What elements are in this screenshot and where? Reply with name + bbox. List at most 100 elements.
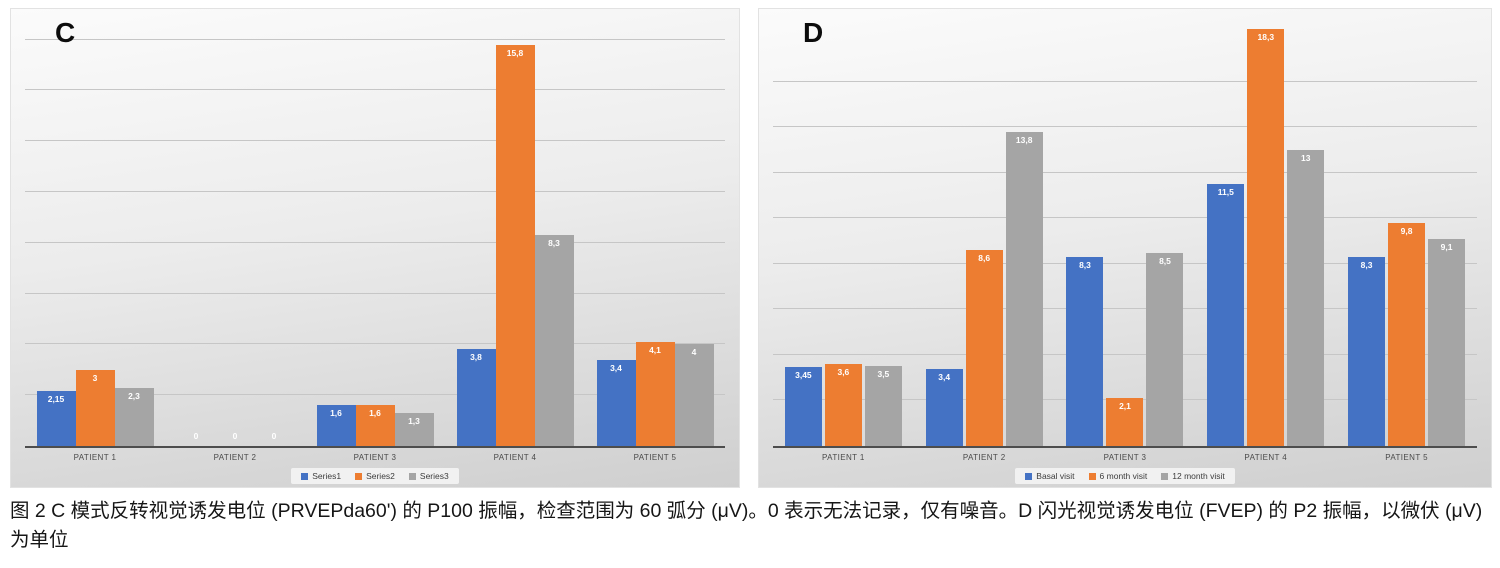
- bar-group-2: 0 0 0: [177, 11, 294, 446]
- bar-series1-patient-2: 3,4: [925, 368, 963, 446]
- bar-series2-patient-1: 3: [75, 369, 115, 446]
- legend-marker-icon: [1088, 472, 1096, 480]
- bar-series3-patient-4: 8,3: [534, 235, 574, 446]
- category-label: PATIENT 2: [962, 453, 1006, 462]
- gridline: [25, 292, 725, 294]
- bar-value-label: 9,8: [1400, 225, 1413, 236]
- bar-group-5: 8,3 9,8 9,1: [1348, 11, 1466, 446]
- bar-value-label: 3,4: [938, 371, 951, 382]
- bar-series1-patient-1: 3,45: [784, 367, 822, 446]
- gridline: [25, 190, 725, 192]
- bar-series3-patient-3: 1,3: [394, 412, 434, 446]
- category-label: PATIENT 4: [493, 453, 537, 462]
- gridline: [25, 38, 725, 40]
- bar-value-label: 1,6: [330, 408, 342, 419]
- plot-area-c: 2,15 3 2,3 0 0 0 1,6 1,6 1,3 3,8 15,8 8,3 3,4 4,1 4: [25, 11, 725, 448]
- bar-group-4: 11,5 18,3 13: [1207, 11, 1325, 446]
- bar-value-label: 13: [1301, 153, 1311, 164]
- bar-value-label: 3,8: [470, 352, 482, 363]
- bar-value-label: 3,5: [877, 369, 890, 380]
- bar-value-label: 8,3: [548, 238, 560, 249]
- legend-label: 12 month visit: [1172, 471, 1225, 481]
- legend-box: Series1 Series2 Series3: [291, 468, 459, 484]
- bar-series3-patient-2: 13,8: [1005, 131, 1043, 446]
- bar-value-label: 3,45: [795, 370, 812, 381]
- bar-series2-patient-3: 2,1: [1106, 398, 1144, 446]
- bar-value-label: 9,1: [1440, 241, 1453, 252]
- gridline: [773, 308, 1477, 310]
- bar-value-label: 0: [232, 431, 238, 441]
- category-label: PATIENT 2: [213, 453, 257, 462]
- category-label: PATIENT 5: [633, 453, 677, 462]
- gridline: [773, 353, 1477, 355]
- gridline: [773, 126, 1477, 128]
- legend-label: Series3: [419, 471, 449, 481]
- bar-series1-patient-4: 3,8: [456, 349, 496, 446]
- category-label: PATIENT 4: [1244, 453, 1288, 462]
- bar-value-label: 0: [271, 431, 277, 441]
- legend-c: Series1 Series2 Series3: [11, 468, 739, 484]
- legend-marker-icon: [301, 472, 309, 480]
- bar-value-label: 2,15: [47, 394, 65, 405]
- bar-value-label: 13,8: [1015, 134, 1033, 145]
- legend-item: Basal visit: [1025, 471, 1075, 481]
- panel-d: D 3,45 3,6 3,5 3,4 8,6 13,8 8,3 2,1 8,5 11,5 18,3 1…: [758, 8, 1492, 488]
- gridline: [25, 140, 725, 142]
- figure-caption: 图 2 C 模式反转视觉诱发电位 (PRVEPda60') 的 P100 振幅，…: [10, 500, 1483, 552]
- bar-series1-patient-1: 2,15: [36, 391, 76, 446]
- bar-value-label: 1,6: [369, 408, 381, 419]
- bar-value-label: 18,3: [1257, 32, 1275, 43]
- legend-label: Series2: [366, 471, 395, 481]
- bar-series2-patient-4: 15,8: [495, 44, 535, 446]
- category-label: PATIENT 1: [73, 453, 117, 462]
- bar-series2-patient-1: 3,6: [824, 364, 862, 446]
- bar-group-3: 1,6 1,6 1,3: [316, 11, 434, 446]
- bar-group-1: 3,45 3,6 3,5: [784, 11, 902, 446]
- gridline: [773, 262, 1477, 264]
- legend-d: Basal visit 6 month visit 12 month visit: [759, 468, 1491, 484]
- gridline: [773, 171, 1477, 173]
- bar-series3-patient-4: 13: [1287, 150, 1325, 446]
- bar-value-label: 8,3: [1360, 260, 1373, 271]
- bar-series1-patient-4: 11,5: [1207, 184, 1245, 446]
- bar-value-label: 3,4: [610, 362, 622, 373]
- legend-marker-icon: [1025, 472, 1033, 480]
- bar-groups: 3,45 3,6 3,5 3,4 8,6 13,8 8,3 2,1 8,5 11,5 18,3 13 8…: [773, 11, 1477, 446]
- legend-item: 6 month visit: [1088, 471, 1147, 481]
- panel-c: C 2,15 3 2,3 0 0 0 1,6 1,6 1,3 3,8 15,8 8,3 3,4 4,1 4 …: [10, 8, 740, 488]
- bar-value-label: 8,6: [978, 253, 991, 264]
- legend-label: Basal visit: [1036, 471, 1075, 481]
- bar-series1-patient-5: 3,4: [596, 359, 636, 446]
- gridline: [773, 80, 1477, 82]
- bar-groups: 2,15 3 2,3 0 0 0 1,6 1,6 1,3 3,8 15,8 8,3 3,4 4,1 4: [25, 11, 725, 446]
- category-label: PATIENT 3: [1103, 453, 1147, 462]
- legend-item: 12 month visit: [1161, 471, 1225, 481]
- bar-value-label: 15,8: [506, 47, 524, 58]
- legend-marker-icon: [1161, 472, 1169, 480]
- bar-value-label: 1,3: [408, 415, 420, 426]
- bar-value-label: 3,6: [837, 367, 850, 378]
- panel-d-label: D: [803, 17, 824, 48]
- bar-value-label: 2,3: [128, 390, 140, 401]
- legend-item: Series1: [301, 471, 341, 481]
- category-label: PATIENT 3: [353, 453, 397, 462]
- legend-marker-icon: [408, 472, 416, 480]
- bar-value-label: 4: [691, 347, 697, 358]
- panel-c-label: C: [55, 17, 76, 48]
- bar-group-3: 8,3 2,1 8,5: [1066, 11, 1184, 446]
- bar-series3-patient-5: 9,1: [1428, 238, 1466, 446]
- bar-series3-patient-5: 4: [674, 344, 714, 446]
- bar-series1-patient-3: 1,6: [316, 405, 356, 446]
- category-axis-c: PATIENT 1 PATIENT 2 PATIENT 3 PATIENT 4 PATI…: [25, 453, 725, 467]
- bar-series3-patient-1: 2,3: [114, 387, 154, 446]
- bar-value-label: 2,1: [1119, 401, 1131, 412]
- legend-box: Basal visit 6 month visit 12 month visit: [1015, 468, 1235, 484]
- bar-series2-patient-2: 8,6: [965, 250, 1003, 446]
- gridline: [25, 89, 725, 91]
- gridline: [25, 241, 725, 243]
- bar-series3-patient-3: 8,5: [1146, 252, 1184, 446]
- bar-value-label: 4,1: [649, 344, 661, 355]
- bar-series2-patient-5: 9,8: [1388, 222, 1426, 446]
- bar-value-label: 3: [92, 372, 98, 383]
- bar-value-label: 0: [193, 431, 199, 441]
